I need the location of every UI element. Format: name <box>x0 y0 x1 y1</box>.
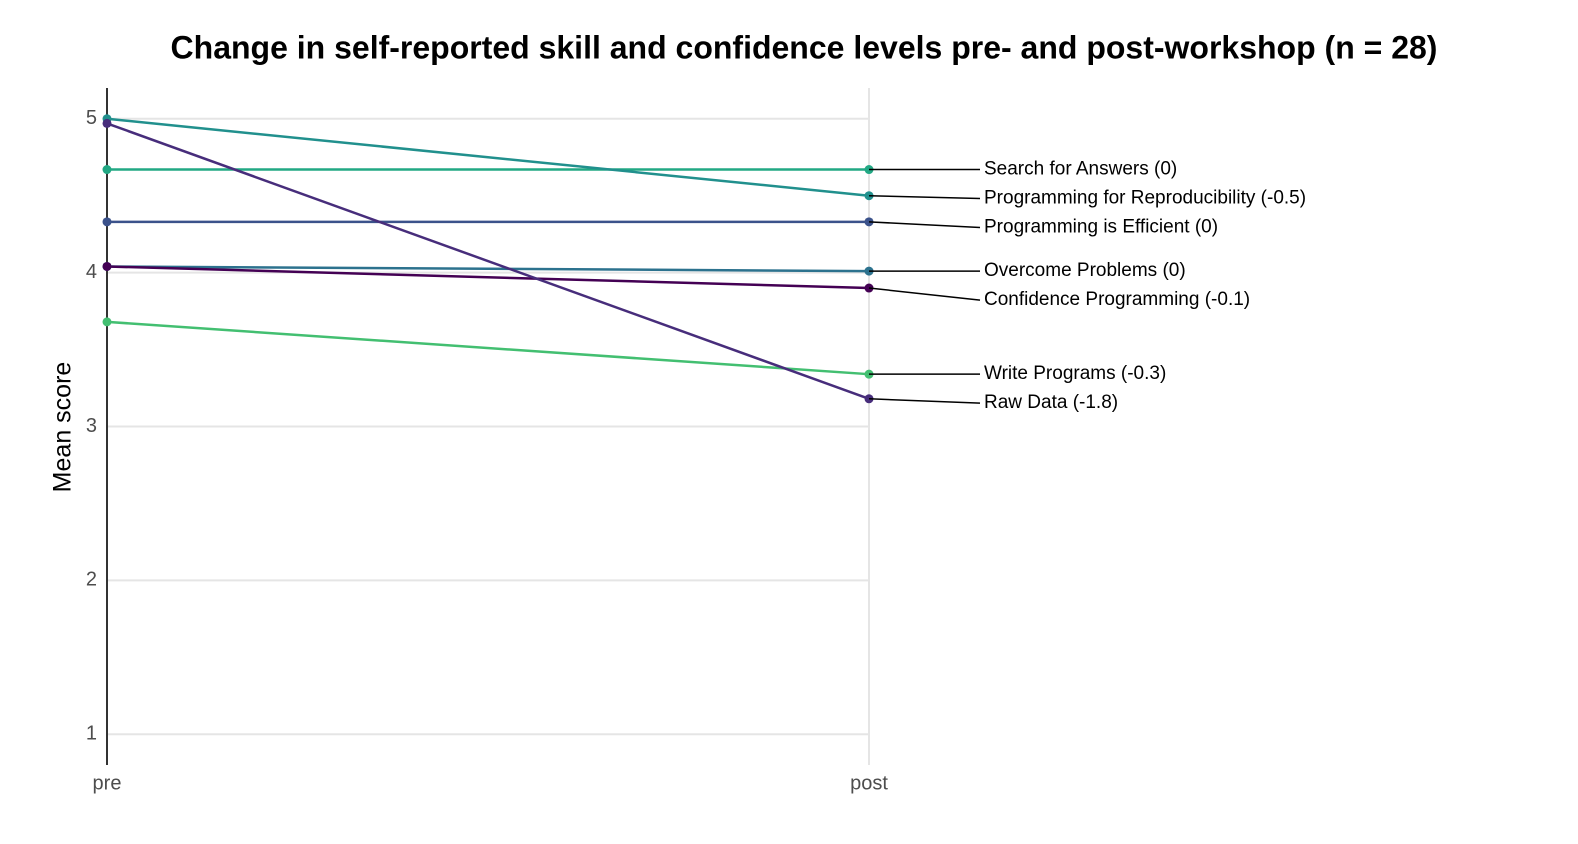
y-tick-label: 1 <box>86 723 97 745</box>
leader-line <box>868 287 981 301</box>
series-label: Confidence Programming (-0.1) <box>984 289 1250 310</box>
series-line <box>106 265 870 273</box>
point <box>102 217 112 227</box>
point <box>102 261 112 271</box>
y-tick-label: 5 <box>86 107 97 129</box>
series-label: Overcome Problems (0) <box>984 260 1186 281</box>
point <box>102 118 112 128</box>
y-tick-label: 3 <box>86 415 97 437</box>
point <box>102 317 112 327</box>
leader-line <box>868 398 981 404</box>
series-line <box>106 320 870 376</box>
series-label: Programming is Efficient (0) <box>984 217 1218 238</box>
series-label: Raw Data (-1.8) <box>984 392 1118 413</box>
point <box>102 165 112 175</box>
series-label: Programming for Reproducibility (-0.5) <box>984 188 1306 209</box>
y-axis-label: Mean score <box>49 362 77 493</box>
series-line <box>106 122 870 400</box>
series-line <box>106 265 870 290</box>
series-label: Search for Answers (0) <box>984 159 1177 180</box>
leader-line <box>868 221 981 229</box>
x-tick-label: pre <box>93 772 122 794</box>
leader-line <box>868 194 981 200</box>
y-tick-label: 2 <box>86 569 97 591</box>
series-line <box>106 117 870 197</box>
chart-title: Change in self-reported skill and confid… <box>171 29 1438 65</box>
x-tick-label: post <box>850 772 888 794</box>
y-tick-label: 4 <box>86 261 97 283</box>
series-label: Write Programs (-0.3) <box>984 363 1166 384</box>
